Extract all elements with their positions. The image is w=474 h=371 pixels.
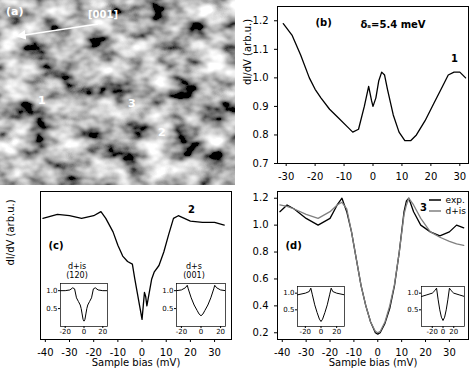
svg-text:-10: -10 <box>109 346 126 358</box>
svg-text:3: 3 <box>128 97 136 110</box>
svg-text:2: 2 <box>158 126 166 139</box>
svg-text:dI/dV (arb.u.): dI/dV (arb.u.) <box>242 19 253 85</box>
svg-text:1.0: 1.0 <box>46 287 57 295</box>
svg-text:0: 0 <box>441 328 445 336</box>
svg-text:1.0: 1.0 <box>283 289 294 297</box>
svg-text:1.0: 1.0 <box>407 289 418 297</box>
svg-text:0.5: 0.5 <box>283 306 294 314</box>
svg-text:(c): (c) <box>49 240 64 251</box>
svg-text:0.2: 0.2 <box>253 327 269 338</box>
svg-text:0.5: 0.5 <box>46 305 57 313</box>
svg-text:10: 10 <box>395 346 408 358</box>
svg-text:-40: -40 <box>274 347 290 358</box>
svg-text:-10: -10 <box>345 346 363 358</box>
svg-text:0: 0 <box>374 346 381 358</box>
svg-text:dI/dV (arb.u.): dI/dV (arb.u.) <box>5 199 16 265</box>
svg-text:0.5: 0.5 <box>162 305 173 313</box>
svg-text:-20: -20 <box>176 328 187 336</box>
svg-text:30: 30 <box>208 347 221 358</box>
svg-text:0: 0 <box>370 171 376 182</box>
svg-text:1: 1 <box>38 94 46 107</box>
svg-text:20: 20 <box>425 171 438 182</box>
svg-text:[001]: [001] <box>88 9 118 20</box>
svg-text:0.7: 0.7 <box>253 158 269 169</box>
svg-text:-20: -20 <box>321 346 339 358</box>
svg-text:(b): (b) <box>316 17 332 28</box>
svg-text:1.0: 1.0 <box>253 72 269 83</box>
svg-text:2: 2 <box>188 204 195 215</box>
html-text:d+is: d+is <box>445 205 466 216</box>
svg-text:0.8: 0.8 <box>253 129 269 140</box>
svg-text:0.8: 0.8 <box>253 246 269 257</box>
html-text:exp.: exp. <box>445 194 465 205</box>
svg-text:1: 1 <box>451 53 458 64</box>
svg-text:0: 0 <box>82 328 86 336</box>
svg-text:Sample bias (mV): Sample bias (mV) <box>92 357 181 368</box>
svg-text:-10: -10 <box>336 171 352 182</box>
svg-text:1.2: 1.2 <box>253 15 269 26</box>
svg-text:10: 10 <box>396 171 409 182</box>
svg-text:3: 3 <box>420 202 427 213</box>
svg-text:0.4: 0.4 <box>253 300 269 311</box>
svg-text:20: 20 <box>98 328 107 336</box>
svg-text:30: 30 <box>443 347 456 358</box>
svg-text:0: 0 <box>319 328 323 336</box>
svg-text:0.6: 0.6 <box>253 273 269 284</box>
svg-text:0.9: 0.9 <box>253 101 269 112</box>
svg-text:-20: -20 <box>307 171 323 182</box>
html-text:(001): (001) <box>183 271 205 280</box>
svg-text:30: 30 <box>453 171 466 182</box>
svg-text:-20: -20 <box>300 328 311 336</box>
svg-text:20: 20 <box>184 347 197 358</box>
svg-text:0: 0 <box>199 328 203 336</box>
svg-text:20: 20 <box>419 347 432 358</box>
svg-text:0.5: 0.5 <box>407 306 418 314</box>
svg-text:-20: -20 <box>59 328 70 336</box>
svg-text:(d): (d) <box>286 240 302 251</box>
svg-text:20: 20 <box>449 328 458 336</box>
svg-text:0: 0 <box>138 346 146 358</box>
svg-text:20: 20 <box>332 328 341 336</box>
svg-text:1.0: 1.0 <box>253 219 269 230</box>
svg-text:-20: -20 <box>427 328 438 336</box>
svg-text:10: 10 <box>159 346 173 358</box>
svg-text:-30: -30 <box>278 171 294 182</box>
svg-text:-40: -40 <box>37 347 53 358</box>
svg-text:δₛ=5.4 meV: δₛ=5.4 meV <box>360 19 425 30</box>
svg-text:20: 20 <box>216 328 225 336</box>
svg-text:1.0: 1.0 <box>162 287 173 295</box>
svg-text:-30: -30 <box>298 347 314 358</box>
svg-text:-20: -20 <box>85 346 102 358</box>
html-text:d+is: d+is <box>67 262 87 271</box>
svg-text:1.2: 1.2 <box>253 192 269 203</box>
html-text:(120): (120) <box>66 271 88 280</box>
svg-text:-30: -30 <box>61 347 77 358</box>
svg-text:Sample bias (mV): Sample bias (mV) <box>329 357 418 368</box>
svg-text:1.1: 1.1 <box>253 44 269 55</box>
html-text:d+s: d+s <box>186 262 202 271</box>
svg-text:(a): (a) <box>6 5 23 18</box>
